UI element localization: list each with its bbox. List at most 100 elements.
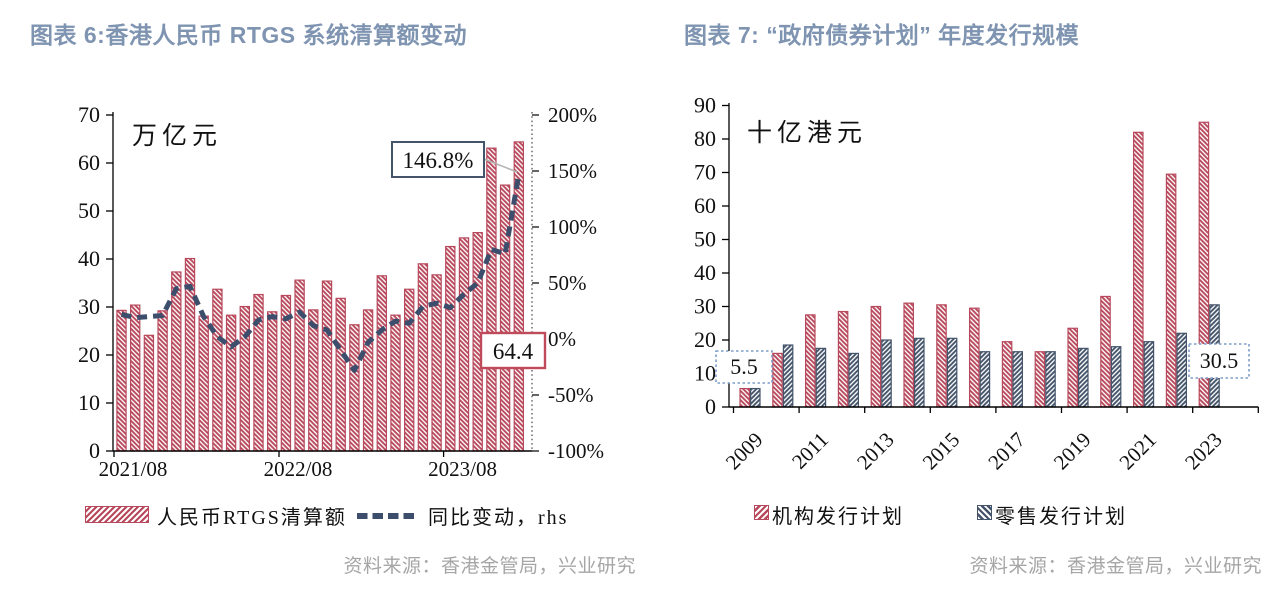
svg-text:40: 40	[694, 260, 716, 285]
institutional-bar	[1100, 295, 1111, 408]
svg-text:60: 60	[78, 150, 100, 175]
svg-text:2019: 2019	[1049, 428, 1096, 475]
institutional-bar	[804, 314, 816, 408]
retail-bar	[979, 351, 991, 408]
svg-text:5.5: 5.5	[730, 354, 758, 379]
retail-bar	[1143, 341, 1155, 408]
bars-layer	[739, 121, 1220, 408]
rtgs-bar	[267, 311, 278, 452]
rtgs-bar	[417, 263, 429, 452]
institutional-bar	[1067, 327, 1078, 408]
svg-text:70: 70	[694, 160, 716, 185]
rtgs-bar-legend-label: 人民币RTGS清算额	[157, 507, 347, 529]
yoy-line	[120, 174, 522, 373]
retail-bar	[1176, 332, 1187, 408]
svg-text:2021/08: 2021/08	[99, 457, 168, 481]
first-year-callout-box	[715, 350, 773, 384]
retail-bar	[1110, 346, 1122, 408]
yoy-line-legend-swatch	[357, 513, 419, 519]
institutional-bar	[772, 352, 783, 408]
rtgs-bar	[116, 309, 127, 452]
rtgs-bar	[321, 280, 333, 452]
retail-bar	[749, 387, 761, 408]
rtgs-bar	[294, 279, 305, 452]
svg-text:-100%: -100%	[548, 439, 604, 463]
retail-bar	[1012, 351, 1023, 408]
svg-text:200%: 200%	[548, 103, 597, 127]
retail-bar	[815, 347, 827, 408]
svg-text:2023/08: 2023/08	[428, 457, 497, 481]
svg-text:20: 20	[78, 342, 100, 367]
institutional-bar	[1165, 173, 1177, 408]
svg-text:60: 60	[694, 193, 716, 218]
institutional-bar	[1132, 131, 1144, 408]
svg-text:50: 50	[694, 227, 716, 252]
rtgs-bar	[349, 324, 360, 452]
rtgs-bar	[499, 184, 511, 452]
rtgs-bar	[225, 314, 237, 452]
institutional-bar	[837, 310, 849, 408]
retail-bar	[848, 352, 859, 408]
rtgs-bar	[362, 309, 374, 452]
svg-text:十亿港元: 十亿港元	[747, 119, 867, 147]
svg-text:0: 0	[705, 394, 716, 419]
svg-text:2023: 2023	[1180, 428, 1227, 475]
rtgs-bar-legend-swatch	[85, 506, 149, 523]
svg-text:150%: 150%	[548, 159, 597, 183]
rtgs-bar	[130, 304, 141, 452]
rtgs-bar	[171, 271, 182, 452]
svg-text:40: 40	[78, 246, 100, 271]
rtgs-bar	[376, 275, 388, 452]
svg-text:30: 30	[694, 294, 716, 319]
svg-text:2009: 2009	[721, 428, 768, 475]
yoy-line-legend-label: 同比变动，rhs	[428, 507, 569, 529]
svg-text:90: 90	[694, 93, 716, 118]
svg-text:30: 30	[78, 294, 100, 319]
svg-text:-50%: -50%	[548, 383, 594, 407]
chart7-plot: 0 10 20 30 40 50 60 70 80 90 2009 2011 2013 2015 2017 2…	[694, 93, 1259, 475]
svg-text:70: 70	[78, 102, 100, 127]
svg-text:0: 0	[89, 438, 100, 463]
institutional-bar	[968, 307, 980, 408]
rtgs-bar	[239, 305, 250, 452]
annotations-layer: 146.8% 64.4	[391, 141, 547, 370]
annotations-layer: 5.5 30.5	[715, 343, 1250, 384]
svg-text:100%: 100%	[548, 215, 597, 239]
svg-text:2015: 2015	[918, 428, 965, 475]
svg-text:146.8%: 146.8%	[403, 148, 474, 173]
svg-text:2017: 2017	[983, 428, 1030, 475]
retail-legend-swatch	[977, 505, 992, 520]
chart7-title: 图表 7: “政府债券计划” 年度发行规模	[684, 22, 1080, 48]
svg-text:2021: 2021	[1114, 428, 1161, 475]
rtgs-bar	[390, 314, 401, 452]
rtgs-bar	[143, 334, 155, 452]
svg-text:2013: 2013	[852, 428, 899, 475]
svg-text:30.5: 30.5	[1200, 348, 1239, 373]
retail-bar	[1045, 351, 1056, 408]
rtgs-bar	[157, 310, 168, 452]
line-layer	[120, 174, 522, 373]
chart6-plot: 0 10 20 30 40 50 60 70 2021/08 2022/08 2023/08 200%…	[78, 102, 604, 481]
rtgs-bar	[212, 288, 223, 452]
rtgs-bar	[404, 288, 415, 452]
svg-text:10: 10	[694, 361, 716, 386]
institutional-legend-swatch	[754, 505, 769, 520]
rtgs-bar	[198, 315, 209, 452]
retail-callout-box	[1188, 343, 1250, 379]
retail-bar	[782, 344, 794, 408]
institutional-bar	[903, 302, 914, 408]
svg-text:64.4: 64.4	[493, 339, 534, 364]
institutional-bar	[1001, 341, 1013, 408]
retail-bar	[1077, 347, 1089, 408]
svg-text:2022/08: 2022/08	[264, 457, 333, 481]
axes-layer: 0 10 20 30 40 50 60 70 2021/08 2022/08 2023/08 200%…	[78, 102, 604, 481]
svg-text:50: 50	[78, 198, 100, 223]
institutional-bar	[936, 304, 947, 408]
value-callout-box	[479, 331, 547, 370]
rtgs-bar	[486, 147, 497, 452]
svg-text:2011: 2011	[787, 428, 833, 474]
chart6-source: 资料来源：香港金管局，兴业研究	[343, 556, 636, 577]
institutional-bar	[1034, 351, 1046, 408]
rtgs-bar	[308, 309, 319, 452]
